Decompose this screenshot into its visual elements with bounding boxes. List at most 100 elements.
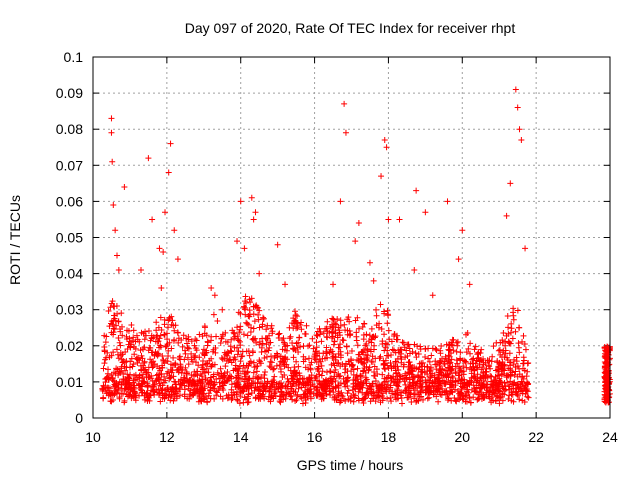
data-point [422,209,429,216]
data-point [108,129,115,136]
data-point [524,379,531,386]
data-point [229,395,236,402]
data-point [257,395,264,402]
data-point [202,375,209,382]
data-point [482,359,489,366]
data-point [368,325,375,332]
data-point [278,389,285,396]
data-point [344,390,351,397]
data-point [323,333,330,340]
data-point [173,395,180,402]
data-point [162,357,169,364]
data-points [99,86,613,407]
data-point [240,362,247,369]
data-point [181,347,188,354]
data-point [383,388,390,395]
data-point [256,307,263,314]
data-point [286,324,293,331]
data-point [457,389,464,396]
data-point [211,292,218,299]
data-point [159,364,166,371]
data-point [157,398,164,405]
data-point [211,395,218,402]
data-point [453,339,460,346]
data-point [327,368,334,375]
data-point [427,389,434,396]
data-point [344,327,351,334]
data-point [184,354,191,361]
data-point [263,383,270,390]
data-point [388,390,395,397]
data-point [399,375,406,382]
data-point [387,360,394,367]
data-point [494,366,501,373]
data-point [458,383,465,390]
data-point [414,378,421,385]
data-point [146,397,153,404]
data-point [457,367,464,374]
x-tick-label: 12 [159,429,175,445]
data-point [469,356,476,363]
data-point [252,303,259,310]
data-point [130,377,137,384]
data-point [393,359,400,366]
data-point [514,307,521,314]
data-point [332,366,339,373]
data-point [318,338,325,345]
data-point [188,338,195,345]
data-point [425,384,432,391]
data-point [106,354,113,361]
data-point [378,392,385,399]
data-point [276,393,283,400]
data-point [514,391,521,398]
data-point [251,318,258,325]
data-point [329,378,336,385]
data-point [604,351,611,358]
data-point [248,390,255,397]
data-point [433,347,440,354]
data-point [235,384,242,391]
data-point [449,363,456,370]
data-point [330,281,337,288]
data-point [111,369,118,376]
data-point [460,396,467,403]
data-point [211,385,218,392]
data-point [242,293,249,300]
data-point [140,378,147,385]
data-point [493,339,500,346]
data-point [101,360,108,367]
data-point [512,364,519,371]
data-point [286,390,293,397]
data-point [214,369,221,376]
data-point [232,333,239,340]
data-point [405,363,412,370]
data-point [505,330,512,337]
data-point [435,369,442,376]
data-point [467,360,474,367]
data-point [271,373,278,380]
data-point [143,390,150,397]
data-point [108,115,115,122]
data-point [341,100,348,107]
data-point [218,355,225,362]
data-point [515,384,522,391]
data-point [224,377,231,384]
data-point [108,329,115,336]
data-point [442,391,449,398]
data-point [429,292,436,299]
data-point [501,379,508,386]
data-point [110,325,117,332]
data-point [139,377,146,384]
data-point [475,349,482,356]
data-point [307,395,314,402]
data-point [388,352,395,358]
data-point [468,370,475,377]
data-point [506,350,513,357]
data-point [601,395,608,402]
data-point [111,303,118,310]
data-point [167,140,174,147]
data-point [500,366,507,373]
data-point [348,356,355,363]
data-point [383,378,390,385]
data-point [413,187,420,194]
